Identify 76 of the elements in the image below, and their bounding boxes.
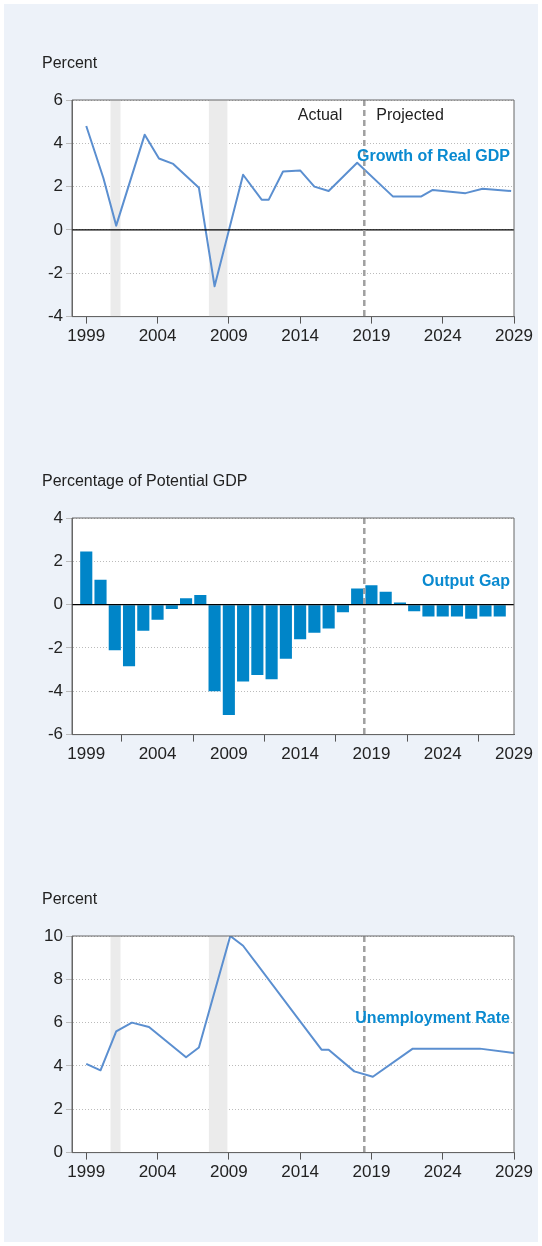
x-tick-label: 2009 [209, 1162, 248, 1182]
y-tick-label: 6 [53, 1012, 63, 1032]
y-tick-label: -4 [47, 680, 63, 700]
y-tick-label: 0 [53, 594, 63, 614]
y-tick-label: 2 [53, 1098, 63, 1118]
bar [479, 605, 492, 617]
bar [222, 605, 235, 716]
x-tick-label: 2004 [138, 326, 177, 346]
bar [180, 598, 193, 605]
series-label: Output Gap [422, 572, 511, 590]
bar [379, 591, 392, 605]
bar [322, 605, 335, 629]
y-tick-label: 4 [53, 133, 63, 153]
x-tick-label: 2004 [138, 1162, 177, 1182]
bar [465, 605, 478, 619]
bar [493, 605, 506, 617]
x-tick-label: 1999 [67, 326, 106, 346]
bar [450, 605, 464, 617]
y-axis-title: Percent [42, 54, 98, 72]
bar [308, 605, 321, 633]
x-tick-label: 2029 [495, 744, 533, 764]
x-tick-label: 2024 [423, 326, 462, 346]
x-tick-label: 2019 [352, 1162, 391, 1182]
series-label: Growth of Real GDP [357, 146, 511, 164]
y-tick-label: 4 [53, 1055, 63, 1075]
bar [165, 605, 178, 609]
bar [408, 605, 421, 612]
x-tick-label: 2014 [281, 326, 320, 346]
bar [137, 605, 150, 631]
annotation: Actual [297, 106, 343, 124]
y-tick-label: 6 [53, 89, 63, 109]
x-tick-label: 2019 [352, 744, 391, 764]
bar [237, 605, 250, 682]
y-tick-label: 2 [53, 176, 63, 196]
y-tick-label: -2 [47, 262, 63, 282]
x-tick-label: 2024 [423, 744, 462, 764]
bar [122, 605, 136, 667]
bar [279, 605, 292, 659]
bar [251, 605, 264, 676]
bar [208, 605, 221, 692]
x-tick-label: 2009 [209, 326, 248, 346]
bar [365, 585, 378, 605]
series-label: Unemployment Rate [355, 1008, 511, 1026]
y-axis-title: Percent [42, 890, 98, 908]
bar [294, 605, 307, 640]
y-tick-label: 8 [53, 969, 63, 989]
bar [351, 588, 364, 605]
bar [94, 579, 107, 605]
x-tick-label: 2029 [495, 1162, 533, 1182]
bar [151, 605, 164, 620]
bar [80, 551, 93, 605]
x-tick-label: 2014 [281, 1162, 320, 1182]
y-tick-label: -4 [47, 306, 63, 326]
y-tick-label: 10 [44, 925, 63, 945]
x-tick-label: 2009 [209, 744, 248, 764]
x-tick-label: 1999 [67, 744, 106, 764]
bar [108, 605, 121, 651]
bar [436, 605, 449, 617]
y-tick-label: 2 [53, 551, 63, 571]
bar [422, 605, 435, 617]
y-axis-title: Percentage of Potential GDP [42, 472, 248, 490]
x-tick-label: 2004 [138, 744, 177, 764]
x-tick-label: 2019 [352, 326, 391, 346]
y-tick-label: 4 [53, 507, 63, 527]
x-tick-label: 2024 [423, 1162, 462, 1182]
bar [194, 594, 207, 605]
y-tick-label: -2 [47, 637, 63, 657]
x-tick-label: 2014 [281, 744, 320, 764]
x-tick-label: 2029 [495, 326, 533, 346]
bar [265, 605, 278, 680]
y-tick-label: 0 [53, 1142, 63, 1162]
bar [336, 605, 349, 613]
x-tick-label: 1999 [67, 1162, 106, 1182]
y-tick-label: -6 [47, 724, 63, 744]
annotation: Projected [376, 106, 444, 124]
y-tick-label: 0 [53, 219, 63, 239]
